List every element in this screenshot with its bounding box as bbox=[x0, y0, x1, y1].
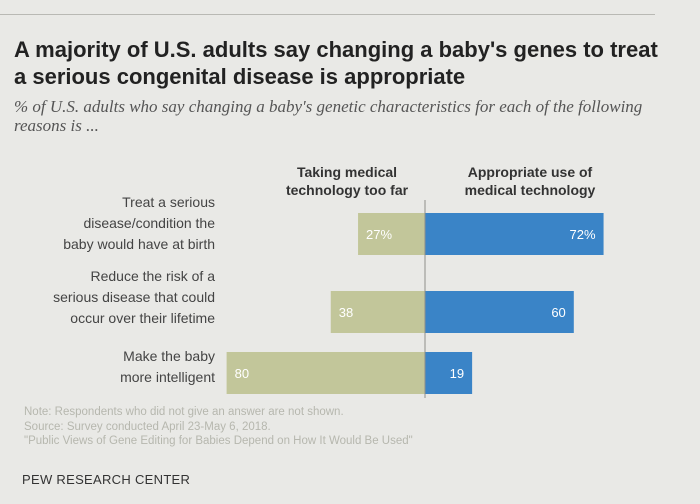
category-label-line: Make the baby bbox=[123, 348, 215, 364]
bar-too-far-treat-disease bbox=[358, 213, 425, 255]
column-header-too-far: Taking medical technology too far bbox=[262, 163, 432, 199]
bar-appropriate-intelligence bbox=[425, 352, 473, 394]
category-label-line: Reduce the risk of a bbox=[90, 268, 215, 284]
data-label-appropriate-intelligence: 19 bbox=[450, 366, 464, 381]
category-label-line: more intelligent bbox=[120, 369, 215, 385]
bar-too-far-intelligence bbox=[226, 352, 425, 394]
top-rule bbox=[0, 14, 655, 15]
report-title-text: "Public Views of Gene Editing for Babies… bbox=[24, 435, 413, 447]
category-label-line: serious disease that could bbox=[53, 289, 215, 305]
category-label-intelligence: Make the baby more intelligent bbox=[10, 346, 215, 388]
category-label-line: disease/condition the bbox=[83, 215, 215, 231]
data-label-appropriate-reduce-risk: 60 bbox=[551, 305, 565, 320]
data-label-too-far-intelligence: 80 bbox=[235, 366, 249, 381]
data-label-appropriate-treat-disease: 72% bbox=[570, 227, 596, 242]
category-label-line: Treat a serious bbox=[122, 194, 215, 210]
category-label-treat-disease: Treat a serious disease/condition the ba… bbox=[10, 192, 215, 255]
chart-title: A majority of U.S. adults say changing a… bbox=[14, 37, 658, 89]
source-text: Source: Survey conducted April 23-May 6,… bbox=[24, 420, 271, 433]
data-label-too-far-treat-disease: 27% bbox=[366, 227, 392, 242]
category-label-line: occur over their lifetime bbox=[70, 310, 215, 326]
bar-appropriate-reduce-risk bbox=[425, 291, 574, 333]
chart-subtitle: % of U.S. adults who say changing a baby… bbox=[14, 97, 643, 135]
column-header-too-far-line-2: technology too far bbox=[285, 182, 409, 198]
data-label-too-far-reduce-risk: 38 bbox=[339, 305, 353, 320]
column-header-appropriate: Appropriate use of medical technology bbox=[445, 163, 615, 199]
column-header-too-far-line-1: Taking medical bbox=[296, 164, 398, 180]
column-header-appropriate-line-1: Appropriate use of bbox=[467, 164, 593, 180]
organization-credit: PEW RESEARCH CENTER bbox=[22, 472, 191, 487]
category-label-reduce-risk: Reduce the risk of a serious disease tha… bbox=[10, 266, 215, 329]
chart-notes: Note: Respondents who did not give an an… bbox=[24, 405, 624, 449]
column-header-appropriate-line-2: medical technology bbox=[464, 182, 596, 198]
category-label-line: baby would have at birth bbox=[63, 236, 215, 252]
bar-appropriate-treat-disease bbox=[425, 213, 604, 255]
note-text: Note: Respondents who did not give an an… bbox=[24, 406, 344, 418]
bar-too-far-reduce-risk bbox=[330, 291, 425, 333]
